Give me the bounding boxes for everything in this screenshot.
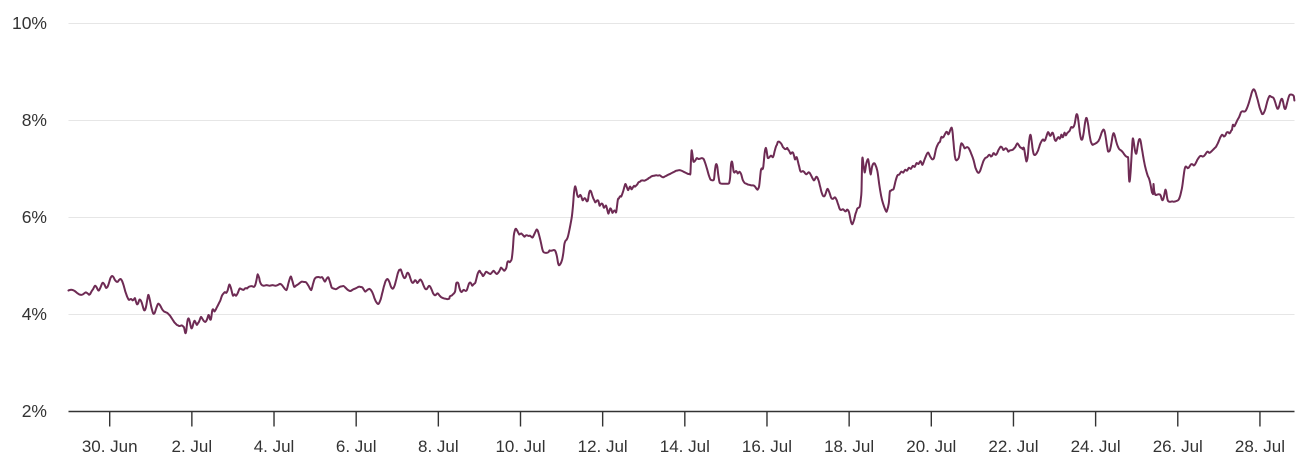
svg-text:6%: 6%	[22, 207, 47, 227]
svg-text:22. Jul: 22. Jul	[988, 437, 1038, 456]
svg-text:18. Jul: 18. Jul	[824, 437, 874, 456]
svg-text:4. Jul: 4. Jul	[254, 437, 295, 456]
svg-text:6. Jul: 6. Jul	[336, 437, 377, 456]
svg-text:30. Jun: 30. Jun	[82, 437, 138, 456]
svg-text:20. Jul: 20. Jul	[906, 437, 956, 456]
svg-text:12. Jul: 12. Jul	[578, 437, 628, 456]
svg-text:14. Jul: 14. Jul	[660, 437, 710, 456]
svg-text:8. Jul: 8. Jul	[418, 437, 459, 456]
svg-text:26. Jul: 26. Jul	[1153, 437, 1203, 456]
svg-text:10. Jul: 10. Jul	[495, 437, 545, 456]
svg-text:28. Jul: 28. Jul	[1235, 437, 1285, 456]
svg-text:8%: 8%	[22, 110, 47, 130]
svg-text:16. Jul: 16. Jul	[742, 437, 792, 456]
svg-text:2%: 2%	[22, 401, 47, 421]
svg-text:2. Jul: 2. Jul	[172, 437, 213, 456]
svg-text:24. Jul: 24. Jul	[1071, 437, 1121, 456]
svg-text:4%: 4%	[22, 304, 47, 324]
svg-text:10%: 10%	[12, 13, 47, 33]
